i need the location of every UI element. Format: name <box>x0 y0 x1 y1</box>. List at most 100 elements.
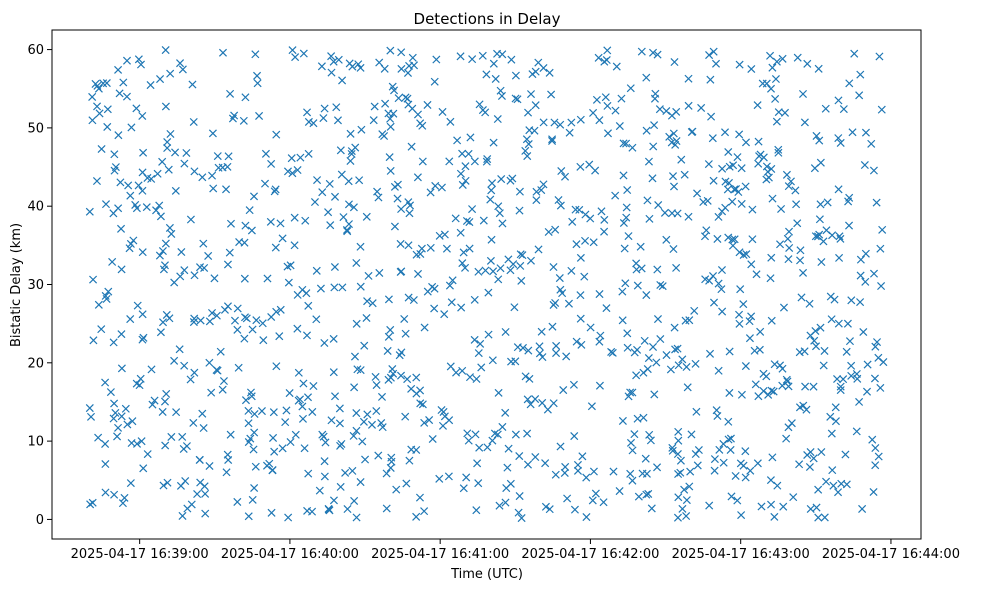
data-point <box>674 427 683 436</box>
data-point <box>871 443 880 453</box>
data-point <box>823 198 832 207</box>
data-point <box>618 287 627 296</box>
data-point <box>778 54 787 63</box>
data-point <box>218 48 228 57</box>
data-point <box>724 233 733 242</box>
data-point <box>741 362 750 371</box>
data-point <box>182 148 191 158</box>
data-point <box>572 240 581 249</box>
data-point <box>648 174 657 183</box>
data-point <box>534 245 543 254</box>
data-point <box>255 111 264 120</box>
data-point <box>356 242 365 251</box>
data-point <box>747 64 756 74</box>
data-point <box>213 366 222 375</box>
data-point <box>198 173 207 182</box>
data-point <box>170 356 179 365</box>
data-point <box>726 445 735 454</box>
data-point <box>538 398 547 407</box>
data-point <box>524 108 533 117</box>
data-point <box>111 408 120 417</box>
data-point <box>386 166 395 175</box>
data-point <box>349 203 358 212</box>
data-point <box>497 175 506 184</box>
data-point <box>548 322 557 331</box>
data-point <box>504 444 513 453</box>
data-point <box>278 444 287 453</box>
data-point <box>138 248 147 257</box>
data-point <box>313 176 322 185</box>
data-point <box>521 372 530 381</box>
data-point <box>167 432 176 441</box>
data-point <box>710 455 719 464</box>
data-point <box>796 256 805 265</box>
data-point <box>386 114 395 123</box>
data-point <box>748 235 757 244</box>
data-point <box>874 353 883 362</box>
data-point <box>576 162 585 171</box>
data-point <box>138 111 147 121</box>
data-point <box>162 389 171 398</box>
data-point <box>552 349 561 358</box>
data-point <box>673 344 682 353</box>
data-point <box>336 146 345 155</box>
data-point <box>831 403 840 412</box>
data-point <box>155 201 164 210</box>
data-point <box>407 142 416 151</box>
data-point <box>409 61 419 70</box>
data-point <box>479 216 488 225</box>
data-point <box>125 244 134 253</box>
data-point <box>156 328 165 337</box>
data-point <box>742 250 751 259</box>
data-point <box>363 297 372 306</box>
data-point <box>344 220 353 229</box>
data-point <box>461 176 470 185</box>
data-point <box>554 195 563 205</box>
data-point <box>293 324 302 333</box>
data-point <box>152 206 161 215</box>
data-point <box>845 337 854 346</box>
data-point <box>561 462 570 471</box>
data-point <box>110 166 119 175</box>
data-point <box>786 177 795 186</box>
data-point <box>309 382 318 391</box>
data-point <box>445 281 454 290</box>
data-point <box>618 416 627 425</box>
data-point <box>778 364 787 373</box>
data-point <box>766 51 775 60</box>
data-point <box>725 388 734 397</box>
data-point <box>727 492 736 501</box>
data-point <box>692 407 701 416</box>
data-point <box>714 212 723 221</box>
data-point <box>834 488 843 497</box>
data-point <box>204 251 213 260</box>
data-point <box>674 493 683 502</box>
data-point <box>827 429 836 438</box>
data-point <box>503 463 512 472</box>
data-point <box>339 213 348 222</box>
data-point <box>571 205 580 214</box>
data-point <box>303 108 312 117</box>
data-point <box>634 492 643 501</box>
data-point <box>547 90 556 99</box>
data-point <box>89 336 98 345</box>
data-point <box>633 345 642 354</box>
data-point <box>393 180 402 189</box>
data-point <box>549 300 558 309</box>
data-point <box>600 227 609 236</box>
data-point <box>640 336 649 345</box>
data-point <box>474 349 483 358</box>
x-tick-label: 2025-04-17 16:44:00 <box>822 547 960 562</box>
data-point <box>642 490 651 499</box>
data-point <box>453 136 462 145</box>
data-point <box>459 248 468 257</box>
data-point <box>549 399 558 408</box>
data-point <box>495 209 504 218</box>
data-point <box>847 371 856 380</box>
data-point <box>163 138 172 147</box>
data-point <box>331 392 340 401</box>
data-point <box>426 188 435 197</box>
data-point <box>378 130 387 139</box>
data-point <box>208 129 217 138</box>
data-point <box>247 226 256 235</box>
